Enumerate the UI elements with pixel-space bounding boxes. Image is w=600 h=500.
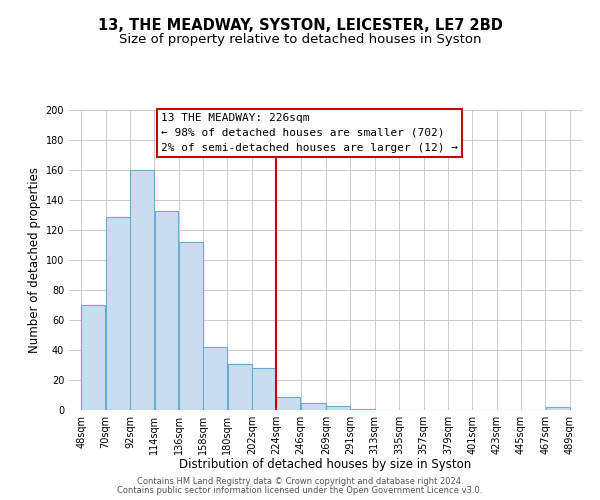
Bar (203, 347, 227, 410)
Bar (351, 408, 374, 410)
Text: Size of property relative to detached houses in Syston: Size of property relative to detached ho… (119, 32, 481, 46)
Text: 13, THE MEADWAY, SYSTON, LEICESTER, LE7 2BD: 13, THE MEADWAY, SYSTON, LEICESTER, LE7 … (98, 18, 502, 32)
X-axis label: Distribution of detached houses by size in Syston: Distribution of detached houses by size … (179, 458, 472, 471)
Bar (228, 364, 251, 410)
Bar (179, 242, 203, 410)
Bar (252, 368, 276, 410)
Bar (546, 407, 569, 410)
Bar (82, 305, 105, 410)
Text: Contains public sector information licensed under the Open Government Licence v3: Contains public sector information licen… (118, 486, 482, 495)
Bar (106, 216, 130, 410)
Bar (277, 396, 300, 410)
Bar (301, 402, 326, 410)
Bar (326, 406, 350, 410)
Y-axis label: Number of detached properties: Number of detached properties (28, 167, 41, 353)
Bar (155, 210, 178, 410)
Bar (130, 170, 154, 410)
Text: 13 THE MEADWAY: 226sqm
← 98% of detached houses are smaller (702)
2% of semi-det: 13 THE MEADWAY: 226sqm ← 98% of detached… (161, 113, 458, 152)
Text: Contains HM Land Registry data © Crown copyright and database right 2024.: Contains HM Land Registry data © Crown c… (137, 477, 463, 486)
